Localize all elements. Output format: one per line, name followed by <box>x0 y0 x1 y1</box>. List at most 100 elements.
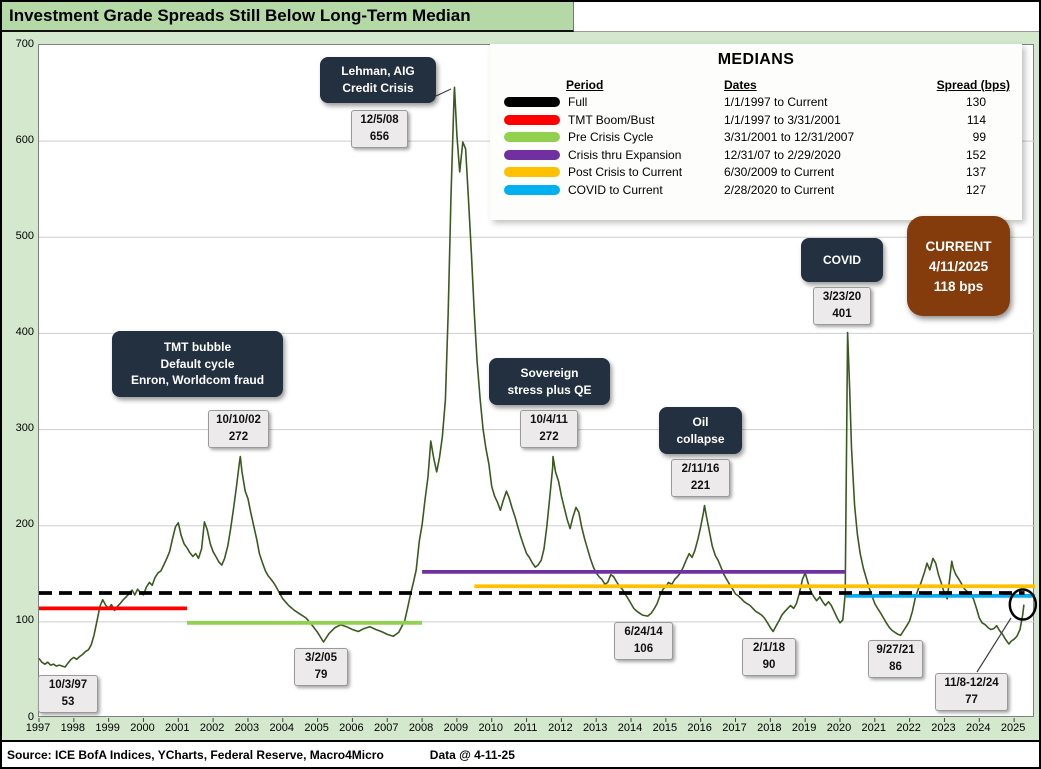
title-bar: Investment Grade Spreads Still Below Lon… <box>2 2 1039 32</box>
title-strip: Investment Grade Spreads Still Below Lon… <box>2 2 574 32</box>
point-label-date: 10/4/11 <box>530 414 568 427</box>
y-tick-label: 500 <box>15 229 34 242</box>
point-label-value: 401 <box>832 308 852 320</box>
x-tick-label: 2004 <box>269 722 294 734</box>
x-tick-label: 2014 <box>617 722 643 734</box>
legend-dates: 2/28/2020 to Current <box>724 182 835 197</box>
source-text: Source: ICE BofA Indices, YCharts, Feder… <box>7 747 384 762</box>
legend-dates: 12/31/07 to 2/29/2020 <box>724 147 841 162</box>
x-tick-label: 2020 <box>826 722 852 734</box>
legend-spread-value: 152 <box>965 147 986 162</box>
legend-swatch <box>504 114 560 125</box>
point-label-date: 11/8-12/24 <box>944 677 999 690</box>
point-label-date: 2/1/18 <box>753 642 785 655</box>
x-tick-label: 2006 <box>339 722 364 734</box>
legend-spread-value: 99 <box>972 130 986 145</box>
x-tick-label: 2022 <box>896 722 921 734</box>
x-tick-label: 1999 <box>95 722 120 734</box>
legend-swatch <box>504 184 560 195</box>
point-label-date: 2/11/16 <box>681 463 720 476</box>
point-label-value: 656 <box>369 131 390 143</box>
legend-swatch <box>504 132 560 143</box>
x-tick-label: 1998 <box>60 722 86 734</box>
point-label-date: 3/2/05 <box>305 652 337 665</box>
x-tick-label: 1997 <box>25 722 51 734</box>
point-label: 3/23/20 401 <box>813 287 871 325</box>
x-tick-label: 2013 <box>582 722 608 734</box>
point-label-value: 77 <box>965 694 978 706</box>
x-tick-label: 2018 <box>757 722 782 734</box>
x-tick-label: 2003 <box>234 722 260 734</box>
legend-dates: 6/30/2009 to Current <box>724 165 835 180</box>
y-tick-label: 600 <box>15 133 34 146</box>
point-label-date: 6/24/14 <box>624 626 663 639</box>
point-label: 3/2/05 79 <box>294 648 348 686</box>
legend-spread-value: 137 <box>965 165 986 180</box>
x-tick-label: 2021 <box>861 722 887 734</box>
legend-swatch <box>504 149 560 160</box>
legend-header-spread: Spread (bps) <box>936 77 1010 92</box>
x-tick-label: 2000 <box>130 722 155 734</box>
point-label: 11/8-12/24 77 <box>935 673 1008 711</box>
point-label-value: 53 <box>61 696 75 708</box>
x-tick-label: 2010 <box>478 722 503 734</box>
legend-swatch <box>504 97 560 108</box>
point-label-value: 106 <box>633 643 654 655</box>
point-label-value: 90 <box>762 659 776 671</box>
data-date-text: Data @ 4-11-25 <box>429 747 515 762</box>
legend-spread-value: 130 <box>965 95 986 110</box>
point-label: 12/5/08 656 <box>351 110 408 148</box>
x-tick-label: 2017 <box>722 722 747 734</box>
x-tick-label: 2008 <box>408 722 434 734</box>
legend-table: Period Dates Spread (bps) Full 1/1/1997 t… <box>502 76 1010 199</box>
annotation-oil-collapse: Oil collapse <box>659 407 742 454</box>
point-label-date: 9/27/21 <box>876 644 915 657</box>
x-tick-label: 2007 <box>374 722 399 734</box>
legend-period: Crisis thru Expansion <box>568 147 682 162</box>
y-tick-label: 200 <box>15 518 34 531</box>
y-tick-label: 400 <box>15 325 34 338</box>
x-tick-label: 2019 <box>791 722 817 734</box>
point-label-date: 10/10/02 <box>216 414 261 427</box>
annotation-sovereign-stress: Sovereign stress plus QE <box>489 358 610 405</box>
current-marker-circle <box>1008 588 1038 621</box>
legend-period: Post Crisis to Current <box>568 165 683 180</box>
current-box-date: 4/11/2025 <box>928 258 989 274</box>
current-box-title: CURRENT <box>925 238 992 254</box>
legend-spread-value: 114 <box>966 112 986 127</box>
x-tick-label: 2024 <box>966 722 991 734</box>
y-tick-label: 0 <box>27 710 34 723</box>
point-label-date: 3/23/20 <box>822 291 862 304</box>
x-tick-label: 2012 <box>548 722 573 734</box>
footer-bar: Source: ICE BofA Indices, YCharts, Feder… <box>2 740 1039 767</box>
x-tick-label: 2016 <box>687 722 712 734</box>
legend-header-period: Period <box>566 77 604 92</box>
current-value-box: CURRENT 4/11/2025 118 bps <box>907 216 1010 316</box>
x-tick-label: 2023 <box>931 722 956 734</box>
x-tick-label: 2009 <box>443 722 469 734</box>
y-tick-label: 700 <box>15 37 34 50</box>
legend-period: TMT Boom/Bust <box>568 112 655 127</box>
x-tick-label: 2002 <box>199 722 225 734</box>
legend-title: MEDIANS <box>717 51 795 68</box>
point-label: 10/3/97 53 <box>38 675 98 713</box>
annotation-lehman-crisis: Lehman, AIG Credit Crisis <box>320 57 436 103</box>
annotation-tmt-bubble: TMT bubble Default cycle Enron, Worldcom… <box>112 331 283 397</box>
x-tick-label: 2001 <box>165 722 190 734</box>
legend-period: COVID to Current <box>568 182 663 197</box>
legend-swatch <box>504 167 560 178</box>
point-label: 9/27/21 86 <box>868 640 923 678</box>
point-label-value: 221 <box>690 480 711 492</box>
x-tick-label: 2025 <box>1000 722 1026 734</box>
y-tick-label: 100 <box>15 614 34 627</box>
annotation-covid: COVID <box>801 238 883 282</box>
point-label-date: 12/5/08 <box>360 114 399 127</box>
current-box-value: 118 bps <box>933 278 984 294</box>
legend-dates: 3/31/2001 to 12/31/2007 <box>724 130 855 145</box>
legend-header-dates: Dates <box>724 77 757 92</box>
point-label-value: 272 <box>539 431 559 443</box>
legend-spread-value: 127 <box>965 182 986 197</box>
point-label: 10/4/11 272 <box>520 410 578 448</box>
point-label: 10/10/02 272 <box>208 410 269 448</box>
legend-period: Pre Crisis Cycle <box>568 130 654 145</box>
